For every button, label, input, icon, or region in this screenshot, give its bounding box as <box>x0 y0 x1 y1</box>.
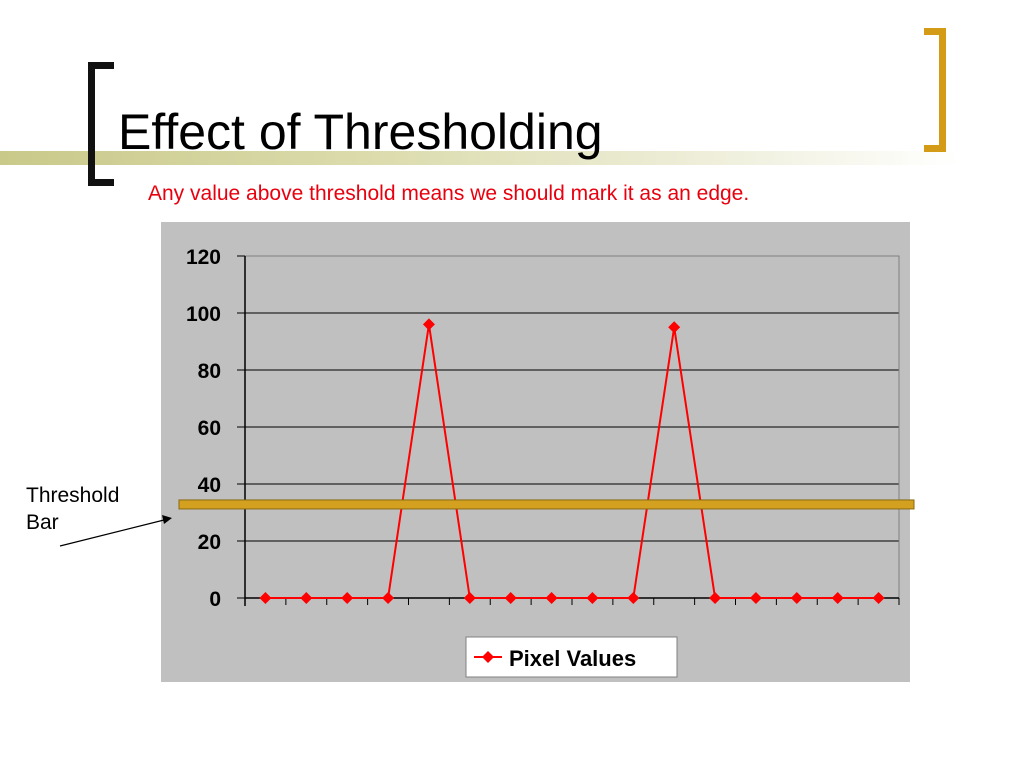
y-tick-label: 80 <box>198 360 221 383</box>
y-tick-label: 20 <box>198 531 221 554</box>
data-point <box>422 318 435 331</box>
data-point <box>300 592 313 604</box>
chart-legend: Pixel Values <box>465 636 678 678</box>
annotation-line-1: Threshold <box>26 484 120 507</box>
data-point <box>709 592 722 604</box>
legend-diamond-marker-icon <box>482 651 494 663</box>
y-tick-label: 120 <box>186 246 221 269</box>
data-point <box>668 321 681 334</box>
series-line-0 <box>265 324 879 599</box>
slide-subtitle: Any value above threshold means we shoul… <box>148 182 750 205</box>
y-tick-label: 100 <box>186 303 221 326</box>
data-point <box>341 592 354 604</box>
data-point <box>790 592 803 604</box>
data-point <box>872 592 885 604</box>
right-bracket-decoration <box>924 28 946 152</box>
legend-label: Pixel Values <box>509 646 636 671</box>
y-axis-labels: 0 20 40 60 80 100 120 <box>186 246 221 611</box>
data-point <box>504 592 517 604</box>
threshold-bar <box>178 499 915 510</box>
threshold-annotation: Threshold Bar <box>26 482 119 536</box>
data-point <box>545 592 558 604</box>
y-axis-ticks <box>237 255 245 599</box>
y-tick-label: 0 <box>209 588 221 611</box>
data-point <box>749 592 762 604</box>
data-point <box>463 592 476 604</box>
title-accent-bar <box>0 151 960 165</box>
annotation-line-2: Bar <box>26 511 59 534</box>
y-tick-label: 40 <box>198 474 221 497</box>
y-tick-label: 60 <box>198 417 221 440</box>
series-layer <box>259 318 885 604</box>
chart-area <box>161 222 910 682</box>
annotation-arrowhead <box>162 515 172 524</box>
data-point <box>382 592 395 604</box>
annotation-arrow <box>59 518 169 547</box>
left-bracket-decoration <box>88 62 114 186</box>
slide-title: Effect of Thresholding <box>118 104 603 160</box>
data-point <box>831 592 844 604</box>
data-point <box>259 592 272 604</box>
data-point <box>627 592 640 604</box>
data-point <box>586 592 599 604</box>
